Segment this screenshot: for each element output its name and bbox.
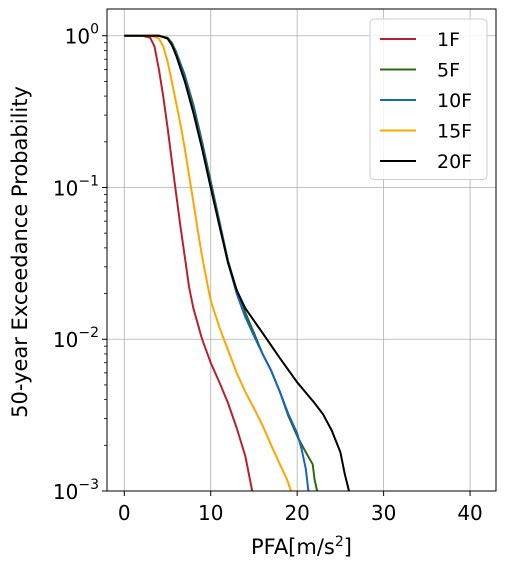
plot-frame [106, 8, 497, 492]
series-group [124, 34, 350, 492]
legend-box [369, 18, 488, 180]
x-axis-label: PFA[m/s2] [251, 534, 352, 559]
x-axis-label-end: ] [344, 535, 352, 559]
y-tick-label: 10−2 [53, 325, 99, 352]
x-axis-label-sup: 2 [335, 534, 344, 550]
y-axis-label: 50-year Exceedance Probability [8, 86, 32, 418]
x-tick-label: 10 [198, 501, 223, 525]
x-tick-label: 0 [118, 501, 131, 525]
series-line-5F [124, 34, 319, 492]
legend-label-5F: 5F [437, 60, 460, 82]
series-line-20F [124, 34, 350, 492]
legend-label-15F: 15F [437, 121, 472, 143]
x-tick-label: 40 [457, 501, 482, 525]
legend-label-20F: 20F [437, 151, 472, 173]
y-tick-label: 100 [65, 22, 99, 49]
x-tick-label: 30 [371, 501, 396, 525]
y-tick-label: 10−3 [53, 477, 99, 504]
legend-label-10F: 10F [437, 90, 472, 112]
axis-ticks: 0 10 20 30 40 100 10−1 10−2 10−3 [53, 22, 483, 525]
legend: 1F 5F 10F 15F 20F [369, 18, 488, 180]
y-tick-label: 10−1 [53, 173, 99, 200]
x-axis-label-main: PFA[m/s [251, 535, 335, 559]
legend-label-1F: 1F [437, 29, 460, 51]
x-tick-label: 20 [284, 501, 309, 525]
series-line-1F [124, 34, 254, 492]
series-line-15F [124, 34, 293, 492]
series-line-10F [124, 34, 310, 492]
